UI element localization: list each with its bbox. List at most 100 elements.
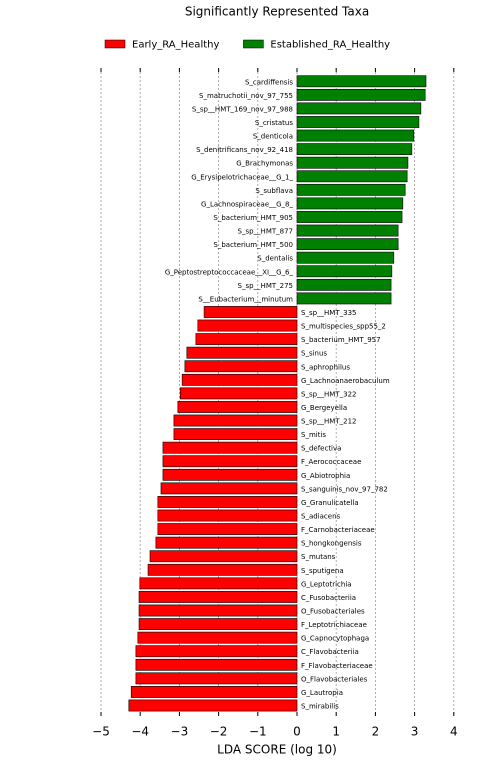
category-label: G_Erysipelotrichaceae__G_1_ xyxy=(191,173,293,181)
bar xyxy=(173,414,298,427)
bar xyxy=(138,604,298,617)
legend-label: Established_RA_Healthy xyxy=(270,40,390,51)
bar xyxy=(135,645,298,658)
bar xyxy=(296,197,404,210)
bar xyxy=(162,468,298,481)
category-label: S_cardiffensis xyxy=(245,78,293,86)
category-label: S_sp__HMT_335 xyxy=(301,309,356,317)
bar xyxy=(179,387,298,400)
category-label: O_Flavobacteriales xyxy=(301,675,368,683)
bar xyxy=(296,224,399,237)
category-label: S_sp__HMT_169_nov_97_988 xyxy=(192,105,293,113)
category-label: F_Flavobacteriaceae xyxy=(301,662,373,670)
legend-label: Early_RA_Healthy xyxy=(132,40,219,51)
category-label: S_aphrophilus xyxy=(301,363,350,371)
bar xyxy=(186,346,298,359)
chart-title: Significantly Represented Taxa xyxy=(185,5,369,19)
bar xyxy=(296,183,406,196)
bar xyxy=(128,699,298,712)
category-label: S_mirabilis xyxy=(301,703,339,711)
category-label: S_sp__HMT_275 xyxy=(238,282,293,290)
category-label: S_sp__HMT_212 xyxy=(301,418,356,426)
bar xyxy=(157,509,298,522)
bar xyxy=(296,156,409,169)
x-axis-label: LDA SCORE (log 10) xyxy=(217,743,337,757)
bar xyxy=(296,278,392,291)
x-tick-label: −5 xyxy=(92,725,110,739)
bar xyxy=(181,373,298,386)
category-label: G_Lautropia xyxy=(301,689,343,697)
x-tick-label: 3 xyxy=(411,725,419,739)
bar xyxy=(157,523,298,535)
category-label: F_Leptotrichiaceae xyxy=(301,621,367,629)
category-label: S_sinus xyxy=(301,350,327,358)
bar xyxy=(203,306,298,318)
category-label: G_Capnocytophaga xyxy=(301,635,369,643)
category-label: S__Eubacterium__minutum xyxy=(198,295,293,303)
bar xyxy=(296,88,426,101)
category-label: G_Granulicatella xyxy=(301,499,359,507)
legend-swatch xyxy=(104,39,126,49)
legend-swatch xyxy=(243,39,264,49)
bar xyxy=(296,116,420,128)
category-label: S_sp__HMT_322 xyxy=(301,390,356,398)
category-label: S_sanguinis_nov_97_782 xyxy=(301,485,388,493)
category-label: S_dentalis xyxy=(257,255,293,263)
category-label: S_mutans xyxy=(301,553,336,561)
category-label: S_cristatus xyxy=(255,119,293,127)
bar xyxy=(147,563,298,576)
category-label: S_denitrificans_nov_92_418 xyxy=(196,146,293,154)
bar xyxy=(197,319,298,332)
bar xyxy=(173,428,298,441)
bar xyxy=(155,536,298,549)
x-tick-label: −1 xyxy=(249,725,267,739)
bar xyxy=(139,577,298,590)
category-label: G_Peptostreptococcaceae__XI__G_6_ xyxy=(165,268,294,276)
bar xyxy=(296,102,422,115)
bar xyxy=(162,455,298,468)
bar xyxy=(296,265,393,278)
bar xyxy=(296,211,403,223)
bar xyxy=(137,631,298,644)
category-label: S_mitis xyxy=(301,431,326,439)
bar xyxy=(130,686,298,698)
category-label: F_Carnobacteriaceae xyxy=(301,526,375,534)
category-label: G_Bergeyella xyxy=(301,404,347,412)
category-label: G_Lachnoanaerobaculum xyxy=(301,377,390,385)
bar xyxy=(135,658,298,671)
x-tick-label: 4 xyxy=(450,725,458,739)
x-tick-label: 1 xyxy=(332,725,340,739)
category-label: S_multispecies_spp55_2 xyxy=(301,323,386,331)
bar xyxy=(162,441,298,454)
bar xyxy=(296,251,395,264)
category-label: G_Abiotrophia xyxy=(301,472,350,480)
bar xyxy=(296,143,413,156)
category-label: S_sp__HMT_877 xyxy=(238,228,293,236)
bar xyxy=(296,75,427,88)
category-label: S_sputigena xyxy=(301,567,344,575)
x-tick-label: −2 xyxy=(210,725,228,739)
category-label: S_defectiva xyxy=(301,445,341,453)
x-tick-label: 0 xyxy=(293,725,301,739)
x-tick-label: 2 xyxy=(372,725,380,739)
bar xyxy=(184,360,298,373)
category-label: O_Fusobacteriales xyxy=(301,608,365,616)
x-tick-label: −3 xyxy=(171,725,189,739)
category-label: S_adiacens xyxy=(301,513,341,521)
category-label: G_Leptotrichia xyxy=(301,580,352,588)
category-label: F_Aerococcaceae xyxy=(301,458,361,466)
bar xyxy=(135,672,298,685)
bar xyxy=(296,292,392,305)
bar xyxy=(177,401,298,413)
category-label: S_subflava xyxy=(255,187,293,195)
bar xyxy=(296,238,399,251)
category-label: C_Flavobacteriia xyxy=(301,648,359,656)
category-label: S_bacterium_HMT_905 xyxy=(213,214,293,222)
bar xyxy=(149,550,298,563)
category-label: S_hongkongensis xyxy=(301,540,362,548)
bar xyxy=(160,482,298,495)
bar xyxy=(138,618,298,630)
category-label: S_bacterium_HMT_957 xyxy=(301,336,381,344)
bar xyxy=(157,496,298,508)
